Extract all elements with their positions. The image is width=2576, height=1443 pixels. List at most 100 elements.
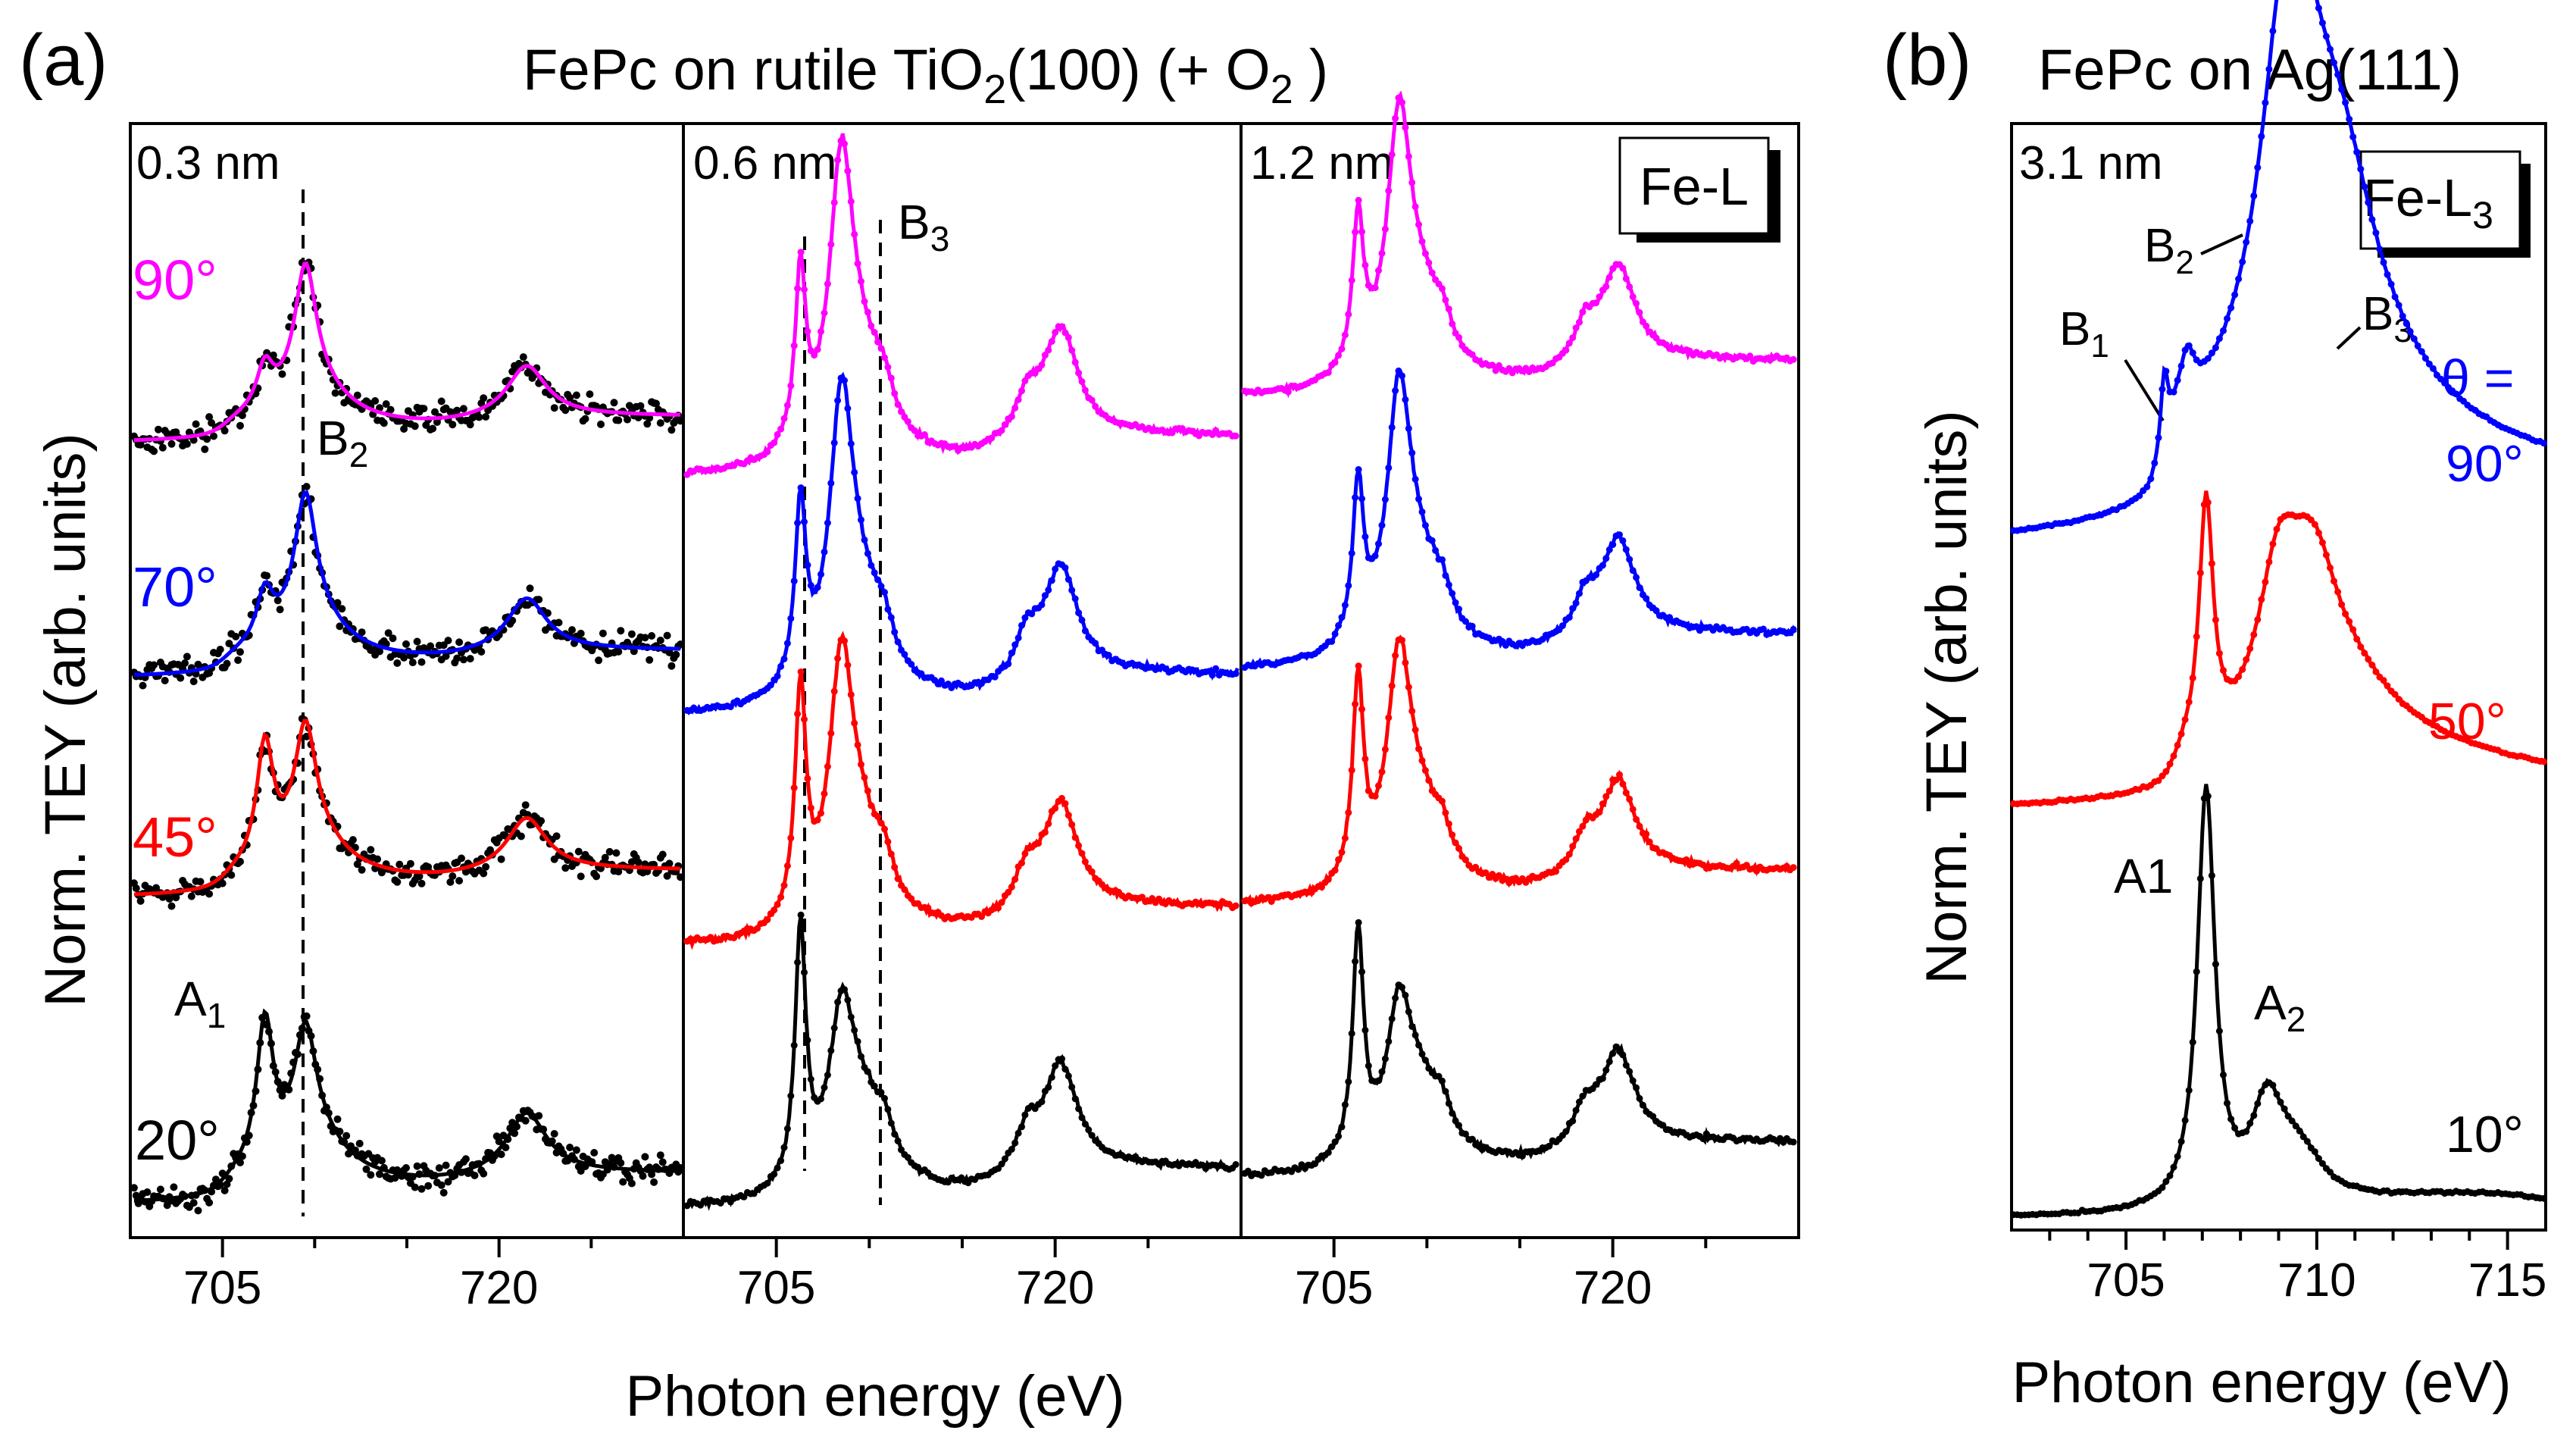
data-point: [1626, 1068, 1633, 1075]
data-point: [1348, 766, 1355, 774]
data-point: [1609, 1050, 1617, 1057]
data-point: [1085, 1126, 1093, 1134]
angle-20-label: 20°: [135, 1109, 220, 1172]
data-point: [225, 1175, 233, 1183]
data-point: [1569, 334, 1577, 342]
panel-a-label: (a): [19, 20, 108, 101]
series-90-line: [133, 261, 681, 443]
data-point: [1421, 250, 1429, 258]
data-point: [858, 516, 864, 524]
data-point: [1579, 308, 1587, 316]
data-point: [236, 1159, 244, 1166]
data-point: [1622, 546, 1630, 553]
data-point: [455, 638, 464, 646]
data-point: [1759, 625, 1767, 633]
data-point: [1041, 592, 1049, 599]
data-point: [767, 681, 774, 689]
data-point: [402, 640, 410, 648]
data-point: [1378, 249, 1386, 257]
data-point: [1014, 396, 1022, 403]
data-point: [236, 857, 244, 865]
data-point: [2269, 1081, 2277, 1089]
data-point: [780, 1144, 788, 1151]
data-point: [2395, 302, 2402, 309]
data-point: [1626, 795, 1633, 803]
data-point: [480, 1169, 488, 1178]
data-point: [2239, 665, 2246, 673]
data-point: [161, 677, 169, 684]
data-point: [1061, 564, 1069, 571]
data-point: [177, 674, 185, 682]
data-point: [1612, 776, 1620, 784]
data-point: [774, 1164, 781, 1172]
data-point: [1569, 605, 1577, 612]
data-point: [1345, 311, 1352, 318]
data-point: [1381, 746, 1389, 753]
data-point: [2185, 342, 2193, 349]
data-point: [824, 280, 831, 288]
data-point: [1602, 555, 1610, 562]
data-point: [1418, 508, 1426, 515]
data-point: [2227, 1116, 2235, 1123]
data-point: [1058, 794, 1065, 802]
data-point: [342, 1132, 351, 1140]
data-point: [2453, 390, 2460, 398]
data-point: [1399, 372, 1405, 380]
data-point: [1045, 586, 1052, 593]
data-point: [1001, 421, 1008, 428]
data-point: [1790, 625, 1797, 633]
data-point: [205, 1198, 214, 1207]
data-point: [1001, 1155, 1008, 1163]
data-point: [535, 1112, 543, 1120]
data-point: [393, 659, 402, 667]
data-point: [2540, 440, 2547, 447]
data-point: [1411, 203, 1419, 211]
data-point: [787, 834, 795, 842]
data-point: [382, 400, 390, 408]
data-point: [787, 382, 795, 390]
data-point: [821, 309, 828, 317]
data-point: [1081, 1120, 1089, 1128]
data-point: [1388, 151, 1396, 158]
data-point: [376, 647, 383, 656]
data-point: [1105, 652, 1112, 659]
data-point: [1411, 1031, 1419, 1039]
data-point: [1078, 1114, 1086, 1122]
data-point: [1352, 494, 1359, 501]
data-point: [824, 1072, 831, 1078]
data-point: [1358, 968, 1365, 975]
data-point: [2391, 690, 2399, 698]
data-point: [1295, 1166, 1302, 1173]
data-point: [2273, 1091, 2281, 1098]
data-point: [818, 571, 824, 578]
data-point: [1605, 274, 1613, 281]
data-point: [777, 1157, 785, 1164]
data-point: [1375, 782, 1382, 790]
data-point: [2353, 635, 2361, 643]
data-point: [1388, 1015, 1396, 1022]
data-point: [2395, 696, 2402, 703]
data-point: [1061, 800, 1069, 807]
data-point: [1355, 466, 1362, 473]
data-point: [1462, 856, 1469, 863]
data-point: [411, 1183, 419, 1191]
data-point: [1341, 834, 1349, 842]
data-point: [1052, 805, 1059, 812]
data-point: [413, 637, 421, 646]
data-point: [1041, 352, 1049, 359]
x-ticks-a: 705 720 705 720 705 720: [183, 1238, 1708, 1314]
data-point: [1602, 1066, 1610, 1074]
data-point: [1622, 275, 1630, 283]
data-point: [1605, 546, 1613, 553]
data-point: [568, 626, 576, 634]
data-point: [2254, 616, 2262, 623]
annotation-a1-b: A1: [2114, 849, 2173, 903]
data-point: [1636, 308, 1643, 316]
annotation-b2-a: B2: [317, 411, 368, 474]
data-point: [1068, 1083, 1076, 1091]
data-point: [2220, 327, 2227, 334]
data-point: [1496, 872, 1502, 879]
data-point: [444, 637, 452, 645]
data-point: [2346, 115, 2353, 123]
data-point: [1011, 1139, 1019, 1147]
